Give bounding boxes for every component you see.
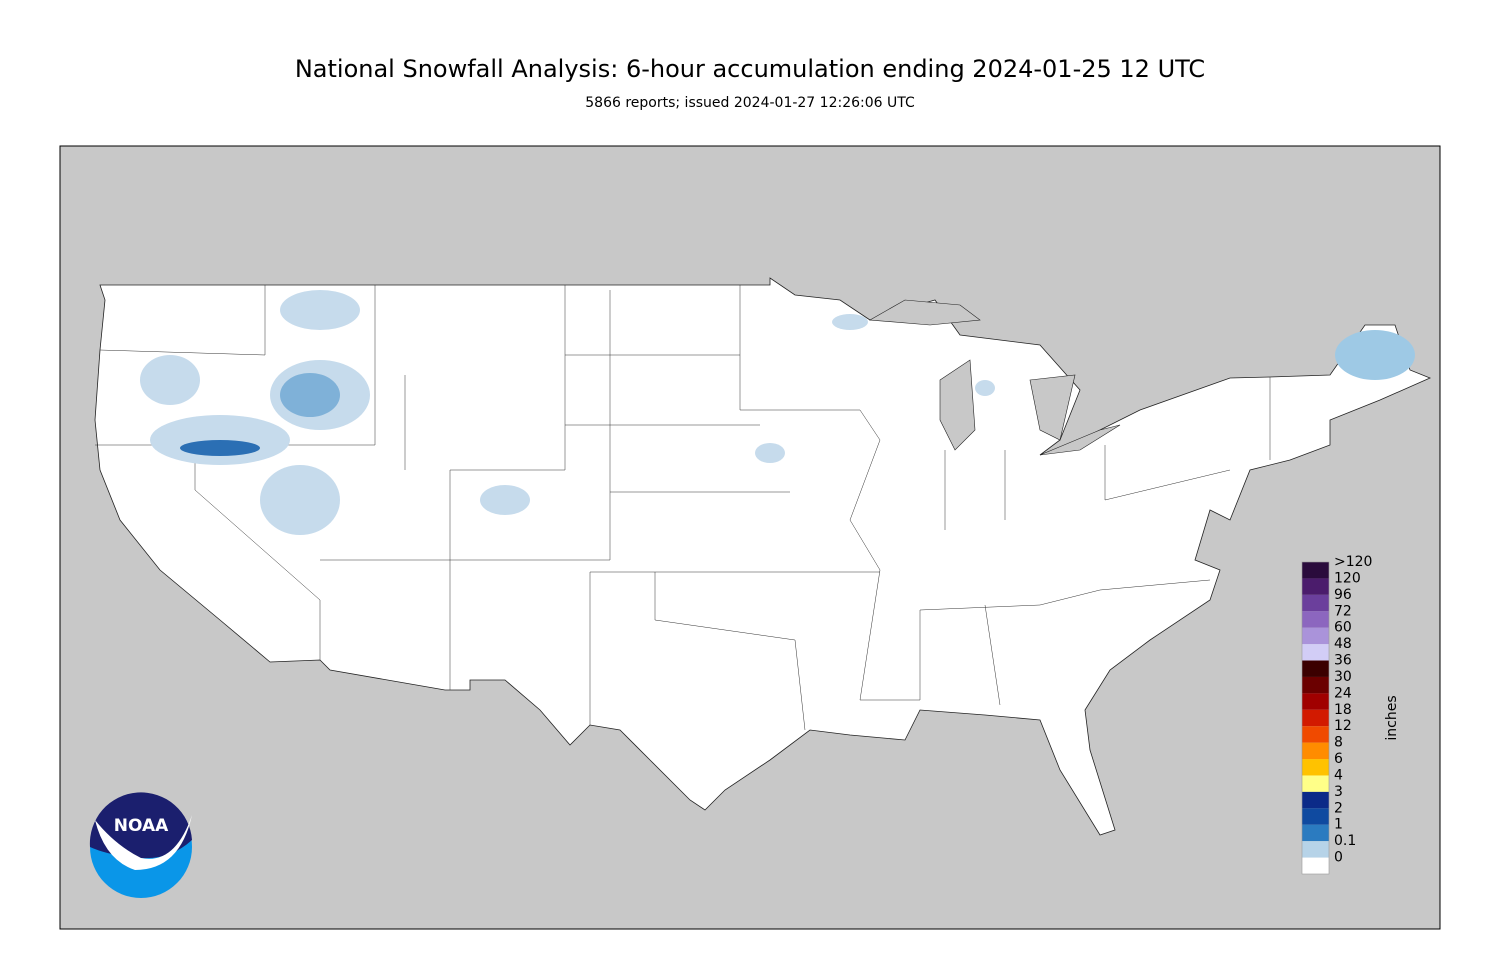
border xyxy=(944,377,1271,706)
colorbar-swatch xyxy=(1302,759,1329,776)
colorbar-swatch xyxy=(1302,808,1329,825)
snow-area xyxy=(1335,330,1415,380)
border xyxy=(739,285,1211,701)
noaa-logo: NOAA xyxy=(89,792,192,898)
colorbar-label: 12 xyxy=(1334,718,1352,734)
colorbar-swatch xyxy=(1302,775,1329,792)
colorbar-label: 8 xyxy=(1334,735,1343,751)
colorbar-label: 72 xyxy=(1334,603,1352,619)
colorbar-swatch xyxy=(1302,742,1329,760)
colorbar-label: 60 xyxy=(1334,620,1352,636)
snow-area xyxy=(755,443,785,463)
colorbar-label: 4 xyxy=(1334,767,1343,783)
snow-area xyxy=(280,290,360,330)
logo-swoosh xyxy=(95,815,192,870)
colorbar-unit: inches xyxy=(1384,695,1400,740)
colorbar-swatch xyxy=(1302,611,1329,628)
colorbar-label: 18 xyxy=(1334,702,1352,718)
snow-areas xyxy=(140,290,1415,535)
colorbar-label: 3 xyxy=(1334,784,1343,800)
colorbar-label: 36 xyxy=(1334,653,1352,669)
snow-area xyxy=(260,465,340,535)
colorbar-frame xyxy=(1301,561,1330,875)
colorbar-label: 24 xyxy=(1334,685,1352,701)
snow-area xyxy=(832,314,868,330)
snow-area xyxy=(180,440,260,456)
border xyxy=(194,445,321,660)
colorbar-swatch xyxy=(1302,693,1329,710)
colorbar-label: 30 xyxy=(1334,669,1352,685)
colorbar-swatch xyxy=(1302,841,1329,858)
us-land xyxy=(94,277,1432,836)
border xyxy=(565,354,880,573)
colorbar-label: 0.1 xyxy=(1334,833,1356,849)
map xyxy=(59,145,1441,930)
snow-area xyxy=(280,373,340,417)
colorbar-label: 96 xyxy=(1334,587,1352,603)
colorbar-swatch xyxy=(1302,660,1329,677)
lake-michigan xyxy=(939,359,976,451)
colorbar-swatch xyxy=(1302,676,1329,694)
colorbar-swatch xyxy=(1302,857,1329,874)
colorbar-swatch xyxy=(1302,709,1329,727)
colorbar-swatch xyxy=(1302,726,1329,743)
state-borders xyxy=(95,285,1271,731)
colorbar-swatch xyxy=(1302,562,1329,579)
snow-area xyxy=(480,485,530,515)
snow-area xyxy=(975,380,995,396)
border xyxy=(449,285,566,690)
border xyxy=(99,285,266,356)
colorbar-label: >120 xyxy=(1334,554,1372,570)
colorbar-swatch xyxy=(1302,578,1329,595)
colorbar-swatch xyxy=(1302,791,1329,809)
colorbar-swatch xyxy=(1302,627,1329,645)
lake-superior xyxy=(869,299,981,326)
subtitle: 5866 reports; issued 2024-01-27 12:26:06… xyxy=(585,95,915,111)
colorbar-label: 2 xyxy=(1334,800,1343,816)
colorbar-swatch xyxy=(1302,644,1329,661)
colorbar-swatch xyxy=(1302,824,1329,842)
border xyxy=(320,290,611,561)
colorbar-label: 120 xyxy=(1334,570,1361,586)
lake-erie xyxy=(1039,424,1121,456)
colorbar-label: 6 xyxy=(1334,751,1343,767)
logo-text: NOAA xyxy=(114,816,169,836)
colorbar-label: 0 xyxy=(1334,850,1343,866)
colorbar-swatch xyxy=(1302,594,1329,612)
title: National Snowfall Analysis: 6-hour accum… xyxy=(295,55,1205,83)
border xyxy=(589,572,806,731)
colorbar-label: 48 xyxy=(1334,636,1352,652)
colorbar-label: 1 xyxy=(1334,817,1343,833)
lakes xyxy=(869,299,1121,456)
lake-huron xyxy=(1029,374,1076,441)
snow-area xyxy=(140,355,200,405)
